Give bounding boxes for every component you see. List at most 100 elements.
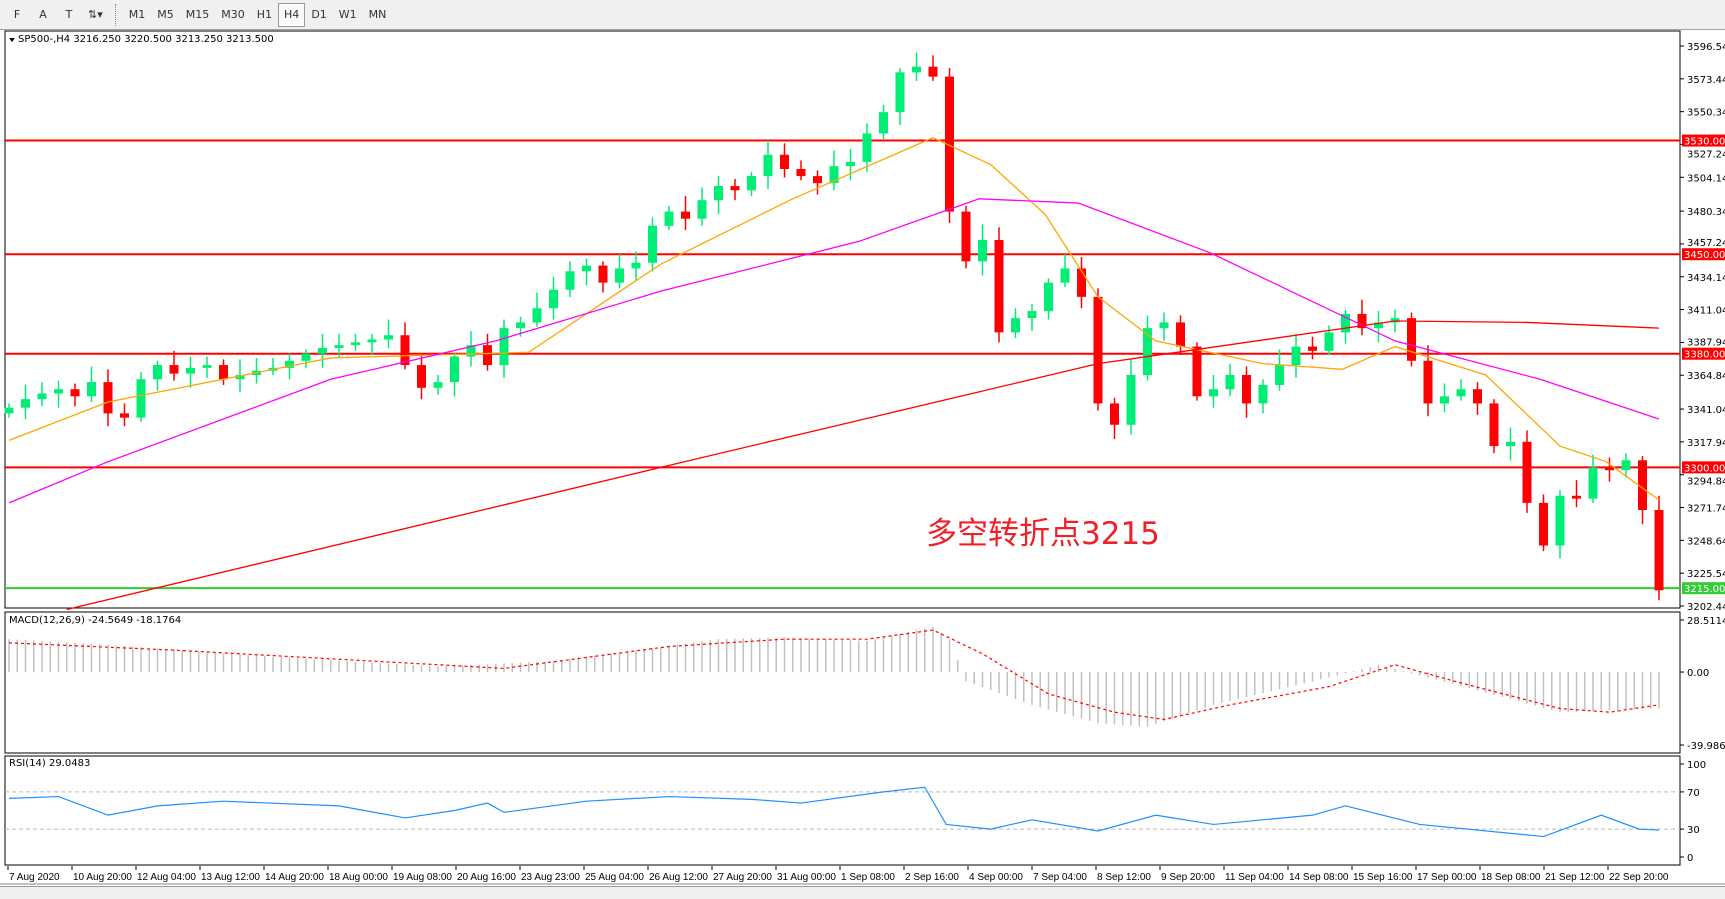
candle-body (367, 339, 377, 343)
candle-body (1390, 318, 1400, 323)
time-label: 17 Sep 00:00 (1417, 872, 1477, 883)
candle-body (1324, 332, 1334, 351)
price-tick-label: 3387.940 (1687, 338, 1725, 349)
candle-body (879, 112, 888, 134)
candle-body (1572, 495, 1581, 499)
candle-body (945, 76, 954, 212)
time-label: 21 Sep 12:00 (1545, 872, 1605, 883)
candle-body (1093, 296, 1103, 404)
rsi-line (8, 786, 1660, 838)
moving-average-0 (8, 136, 1660, 501)
price-tick-label: 3271.740 (1687, 504, 1725, 515)
price-tick-label: 3294.840 (1687, 476, 1725, 487)
text-label-tool-button[interactable]: T (65, 8, 73, 21)
timeframe-m15-button[interactable]: M15 (185, 8, 210, 21)
candle-body (103, 382, 113, 414)
price-tick-label: 3364.840 (1687, 371, 1725, 382)
arrows-tool-button[interactable]: ⇅▾ (88, 8, 103, 21)
time-label: 25 Aug 04:00 (585, 872, 644, 883)
price-tick-label: 3248.640 (1687, 536, 1725, 547)
timeframe-m30-button[interactable]: M30 (221, 8, 245, 21)
rsi-tick-label: 30 (1687, 825, 1700, 836)
timeframe-m5-button[interactable]: M5 (157, 8, 174, 21)
time-label: 15 Sep 16:00 (1353, 872, 1413, 883)
candle-body (1275, 365, 1284, 385)
price-tick-label: 3434.140 (1687, 273, 1725, 284)
moving-average-2 (66, 320, 1660, 611)
toolbar: F A T ⇅▾ M1 M5 M15 M30 H1 H4 D1 W1 MN (0, 0, 1725, 30)
candle-body (1638, 460, 1647, 510)
time-label: 26 Aug 12:00 (649, 872, 708, 883)
candle-body (1506, 441, 1515, 447)
timeframe-w1-button[interactable]: W1 (338, 8, 357, 21)
candle-body (582, 265, 591, 272)
candle-body (1225, 375, 1235, 390)
macd-pane (4, 611, 1681, 754)
price-tick-label: 3411.040 (1687, 306, 1725, 317)
timeframe-h1-button[interactable]: H1 (256, 8, 273, 21)
candle-body (1605, 467, 1614, 471)
candle-body (301, 353, 311, 361)
time-label: 18 Sep 08:00 (1481, 872, 1541, 883)
candle-body (516, 322, 525, 329)
candle-body (961, 211, 971, 262)
candle-body (186, 367, 195, 374)
toolbar-separator (114, 3, 117, 26)
candle-body (153, 365, 162, 380)
candle-body (1242, 375, 1251, 404)
rsi-tick-label: 0 (1687, 853, 1693, 864)
candle-body (615, 268, 624, 283)
candle-body (433, 382, 443, 388)
price-tick-label: 3573.440 (1687, 75, 1725, 86)
candle-body (400, 335, 410, 366)
time-label: 12 Aug 04:00 (137, 872, 196, 883)
candle-body (1423, 360, 1433, 404)
candle-body (780, 154, 789, 169)
candle-body (1258, 384, 1268, 404)
time-label: 14 Sep 08:00 (1289, 872, 1349, 883)
level-tag-3380 (1682, 347, 1725, 360)
candle-body (1126, 375, 1136, 425)
candle-body (1374, 322, 1383, 329)
main-pane (4, 30, 1681, 609)
level-tag-3450 (1682, 248, 1725, 261)
candle-body (681, 211, 690, 219)
macd-tick-label: 28.5114 (1687, 616, 1725, 627)
symbol-header: SP500-,H4 3216.250 3220.500 3213.250 321… (18, 34, 274, 45)
time-label: 22 Sep 20:00 (1609, 872, 1669, 883)
price-tick-label: 3480.340 (1687, 207, 1725, 218)
candle-body (1341, 313, 1350, 333)
time-label: 9 Sep 20:00 (1161, 872, 1215, 883)
macd-signal-line (8, 629, 1660, 721)
candle-body (1110, 403, 1119, 425)
text-tool-button[interactable]: A (39, 8, 47, 21)
timeframe-h4-button[interactable]: H4 (278, 2, 306, 27)
time-label: 20 Aug 16:00 (457, 872, 516, 883)
timeframe-mn-button[interactable]: MN (368, 8, 387, 21)
candle-body (978, 240, 987, 262)
candle-body (598, 265, 608, 283)
candle-body (1555, 495, 1565, 546)
candle-body (1308, 346, 1317, 351)
timeframe-m1-button[interactable]: M1 (128, 8, 146, 21)
candle-body (1654, 510, 1664, 591)
time-label: 11 Sep 04:00 (1225, 872, 1284, 883)
candle-body (565, 271, 575, 290)
time-label: 27 Aug 20:00 (713, 872, 772, 883)
timeframe-d1-button[interactable]: D1 (311, 8, 327, 21)
candle-body (21, 399, 30, 408)
price-tick-label: 3527.240 (1687, 150, 1725, 161)
status-bar (0, 886, 1725, 899)
price-tick-label: 3202.440 (1687, 602, 1725, 613)
level-tag-label: 3530.000 (1684, 137, 1725, 148)
price-tick-label: 3550.340 (1687, 108, 1725, 119)
fibonacci-tool-button[interactable]: F (13, 8, 21, 21)
candle-body (120, 413, 129, 418)
level-tag-3300 (1682, 461, 1725, 474)
price-tick-label: 3225.540 (1687, 569, 1725, 580)
candle-body (829, 166, 839, 184)
candle-body (747, 176, 756, 191)
candle-body (1143, 328, 1152, 376)
macd-tick-label: 0.00 (1687, 668, 1709, 679)
